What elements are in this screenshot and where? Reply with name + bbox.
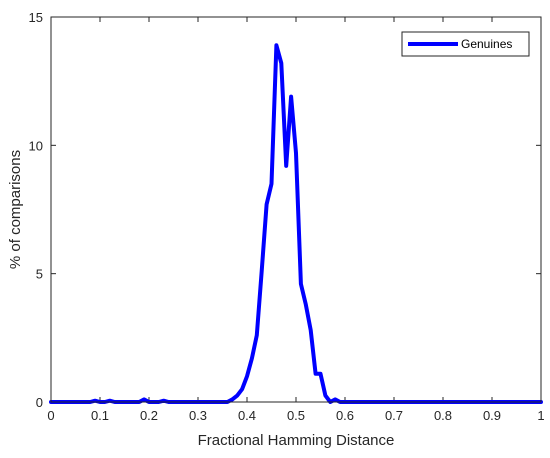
y-tick-label: 10	[29, 138, 43, 153]
y-tick-label: 5	[36, 267, 43, 282]
x-tick-label: 0.3	[189, 408, 207, 423]
x-axis-label: Fractional Hamming Distance	[198, 432, 395, 449]
x-tick-label: 0.9	[483, 408, 501, 423]
y-axis-label: % of comparisons	[7, 150, 24, 269]
x-tick-label: 1	[537, 408, 544, 423]
x-tick-label: 0.7	[385, 408, 403, 423]
x-tick-label: 0.5	[287, 408, 305, 423]
y-tick-label: 0	[36, 395, 43, 410]
x-tick-label: 0.4	[238, 408, 256, 423]
x-tick-label: 0.8	[434, 408, 452, 423]
x-tick-label: 0.1	[91, 408, 109, 423]
y-tick-label: 15	[29, 10, 43, 25]
plot-frame	[50, 16, 542, 403]
x-tick-label: 0.2	[140, 408, 158, 423]
plot-area	[51, 17, 541, 402]
x-tick-label: 0.6	[336, 408, 354, 423]
x-tick-label: 0	[47, 408, 54, 423]
legend-label-genuines: Genuines	[461, 37, 512, 51]
legend: Genuines	[401, 31, 530, 57]
